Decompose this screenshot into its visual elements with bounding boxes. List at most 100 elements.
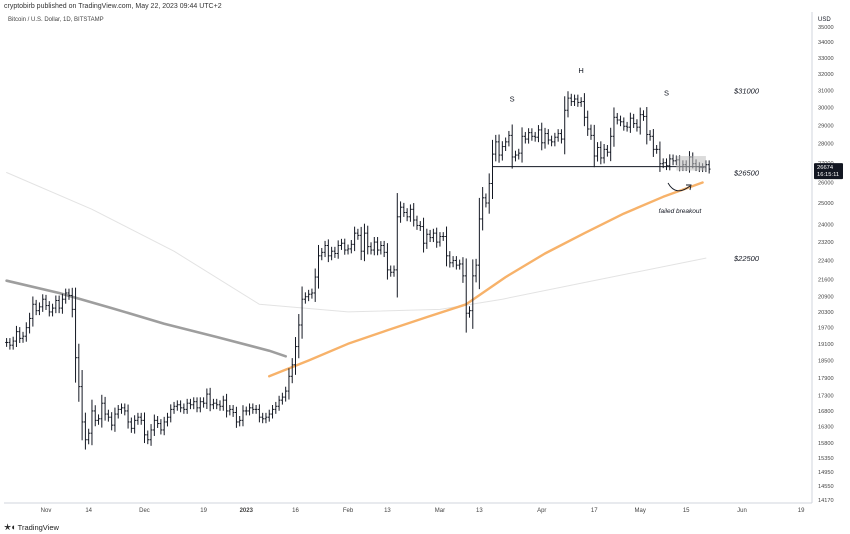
ohlc-bar [671,154,675,166]
ohlc-bar [67,288,71,300]
ohlc-bar [300,286,304,339]
ohlc-bar [353,226,357,252]
x-tick-label: 16 [292,508,299,514]
ohlc-bar [336,240,340,259]
y-tick-label: 32000 [818,72,834,78]
y-tick-label: 21600 [818,277,834,283]
ohlc-bar [589,124,593,140]
ohlc-bar [54,295,58,314]
ohlc-bar [287,368,291,400]
y-tick-label: 31000 [818,88,834,94]
ohlc-bar [409,204,412,222]
ohlc-bar [484,193,488,208]
y-tick-label: 19100 [818,342,834,348]
ohlc-bar [504,137,508,151]
ohlc-bar [139,412,143,425]
ohlc-bar [182,403,186,414]
ohlc-bar [218,400,222,411]
ohlc-bar [44,294,48,310]
ohlc-bar [175,400,179,411]
ohlc-bar [491,139,494,199]
ohlc-bar [494,134,498,162]
ohlc-bar [271,405,274,419]
ohlc-bar [284,386,288,402]
ohlc-bar [162,416,166,436]
y-tick-label: 33000 [818,56,834,62]
ohlc-bar [379,241,383,255]
ohlc-bar [21,331,25,343]
x-tick-label: 2023 [240,508,254,514]
ohlc-bar [51,303,54,317]
failed-breakout-label: failed breakout [659,208,703,215]
y-tick-label: 14550 [818,484,834,490]
ohlc-bar [507,130,511,147]
ohlc-bar [38,302,41,316]
ohlc-bar [18,327,22,344]
ohlc-bar [47,301,51,317]
ohlc-bar [441,232,445,241]
ohlc-bar [497,134,501,163]
ohlc-bar [290,358,294,384]
ohlc-bar [333,246,337,258]
ohlc-bar [93,405,97,427]
ohlc-bar [435,227,439,248]
y-tick-label: 15800 [818,441,834,447]
ohlc-bar [343,238,347,255]
ohlc-bar [277,395,281,411]
ohlc-bar [431,228,435,243]
ohlc-bar [474,258,478,283]
ohlc-bar [340,238,343,250]
footer-brand[interactable]: 🟉◖ TradingView [4,520,59,534]
bar-countdown: 16:15:11 [817,172,839,178]
ohlc-bar [563,96,567,155]
y-tick-label: 17300 [818,394,834,400]
ohlc-bar [583,93,586,127]
ohlc-bar [143,412,146,444]
level-label: $26500 [733,169,760,178]
ohlc-bar [254,405,258,414]
ohlc-bar [438,232,442,247]
ohlc-bar [244,406,248,416]
ohlc-bar [231,405,235,417]
ohlc-bar [445,226,448,267]
ohlc-bar [422,217,425,253]
ohlc-bar [599,141,603,165]
y-tick-label: 22400 [818,258,834,264]
y-tick-label: 29000 [818,123,834,129]
ohlc-bar [34,299,38,316]
ma-faint-line [6,172,707,313]
ohlc-bar [202,397,205,408]
arrow-head-icon [686,184,692,191]
ohlc-bar [458,259,462,270]
ohlc-bar [665,158,668,171]
ohlc-bar [28,312,31,334]
ohlc-bar [261,412,265,424]
ohlc-bar [428,229,432,243]
y-tick-label: 23200 [818,240,834,246]
ohlc-bar [461,257,465,283]
ohlc-bar [129,417,133,433]
ohlc-bar [156,416,160,428]
ohlc-bar [481,187,485,231]
ohlc-bar [372,237,376,256]
ohlc-bar [707,160,711,174]
x-tick-label: Mar [435,508,445,514]
ohlc-bar [363,223,366,262]
ohlc-bar [619,115,622,127]
ohlc-bar [533,131,537,142]
ohlc-bar [576,94,580,107]
level-label: $31000 [733,86,760,95]
ohlc-bar [152,414,156,436]
ohlc-bar [166,412,169,427]
ohlc-bar [313,268,317,302]
ohlc-bar [264,412,268,424]
ohlc-bar [248,403,251,416]
x-tick-label: 14 [85,508,92,514]
ohlc-bar [560,129,563,144]
ohlc-bar [395,193,399,298]
ohlc-bar [553,132,557,147]
ohlc-bar [11,336,15,350]
ohlc-bar [382,240,386,258]
ohlc-bar [635,119,639,132]
